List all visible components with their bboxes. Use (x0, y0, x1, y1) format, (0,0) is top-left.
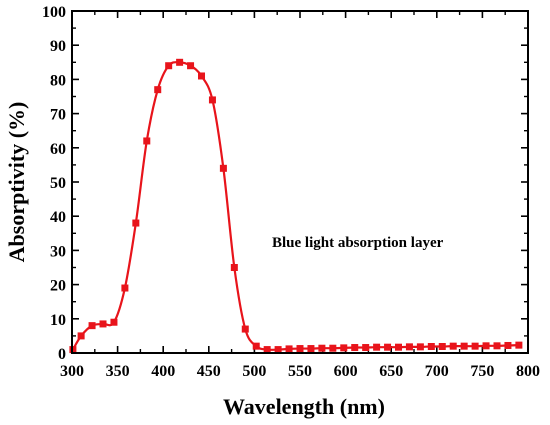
data-point (329, 344, 337, 352)
data-point (384, 343, 392, 351)
y-axis-title: Absorptivity (%) (4, 102, 29, 263)
y-tick-label: 60 (50, 141, 66, 158)
y-tick-label: 30 (50, 243, 66, 260)
data-point (165, 62, 173, 70)
x-axis-ticks: 300 350 400 450 500 550 600 650 700 750 800 (60, 11, 540, 380)
data-point (88, 322, 96, 330)
chart-annotation: Blue light absorption layer (272, 235, 444, 251)
y-tick-label: 90 (50, 38, 66, 55)
x-tick-label: 450 (197, 363, 221, 380)
data-point (274, 346, 282, 354)
data-point (285, 345, 293, 353)
y-tick-label: 100 (42, 4, 66, 21)
y-tick-label: 40 (50, 209, 66, 226)
x-tick-label: 400 (151, 363, 175, 380)
data-point (154, 86, 162, 94)
data-point (263, 346, 271, 354)
data-point (416, 343, 424, 351)
data-point (427, 343, 435, 351)
data-point (362, 344, 370, 352)
data-point (143, 137, 151, 145)
x-tick-label: 350 (106, 363, 130, 380)
plot-frame (71, 10, 529, 354)
data-point (99, 320, 107, 328)
x-tick-label: 500 (242, 363, 266, 380)
data-point (449, 342, 457, 350)
data-point (318, 344, 326, 352)
data-point (471, 342, 479, 350)
data-point (515, 341, 523, 349)
data-point (252, 342, 260, 350)
data-point (504, 341, 512, 349)
y-tick-label: 10 (50, 312, 66, 329)
x-tick-label: 650 (379, 363, 403, 380)
data-point (176, 58, 184, 66)
data-point (230, 264, 238, 271)
y-tick-label: 50 (50, 175, 66, 192)
data-point (394, 343, 402, 351)
x-tick-label: 750 (470, 363, 494, 380)
data-point (438, 343, 446, 351)
y-tick-label: 70 (50, 107, 66, 124)
data-point (351, 344, 359, 352)
data-point (219, 164, 227, 172)
data-point (77, 332, 85, 340)
x-axis-title: Wavelength (nm) (223, 394, 385, 419)
x-tick-label: 300 (60, 363, 84, 380)
data-point (493, 342, 501, 350)
data-point (208, 96, 216, 104)
data-point (296, 345, 304, 353)
y-axis-ticks: 0 10 20 30 40 50 60 70 80 90 100 (42, 4, 528, 363)
x-tick-label: 600 (334, 363, 358, 380)
data-point (482, 342, 490, 350)
data-point (187, 62, 195, 70)
data-point (460, 342, 468, 350)
data-point (241, 325, 249, 333)
data-point (121, 284, 129, 292)
x-tick-label: 550 (288, 363, 312, 380)
data-point (198, 72, 206, 80)
x-tick-label: 800 (516, 363, 540, 380)
data-point (307, 345, 315, 353)
data-point (405, 343, 413, 351)
data-point (110, 318, 118, 326)
data-point (340, 344, 348, 352)
data-point (373, 343, 381, 351)
data-point (132, 219, 140, 227)
x-tick-label: 700 (425, 363, 449, 380)
y-tick-label: 20 (50, 278, 66, 295)
y-tick-label: 0 (58, 346, 66, 363)
y-tick-label: 80 (50, 72, 66, 89)
absorptivity-line (71, 61, 519, 351)
